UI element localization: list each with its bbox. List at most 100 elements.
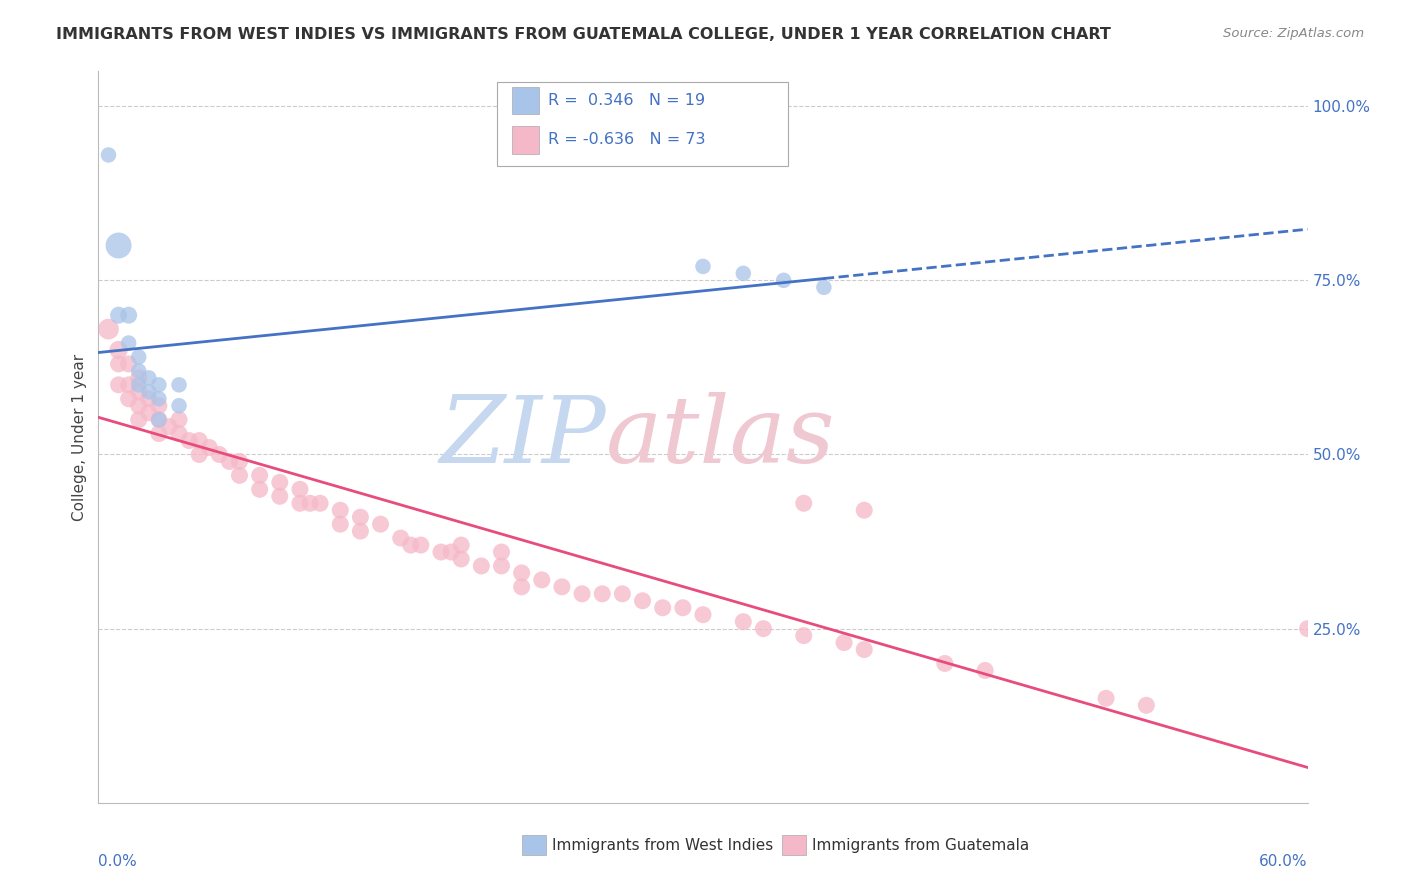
Point [107, 308, 129, 322]
Point [793, 629, 815, 643]
Bar [782, 835, 806, 855]
Point [1296, 622, 1319, 636]
Point [179, 434, 201, 448]
Point [148, 412, 170, 426]
Point [167, 377, 190, 392]
Point [672, 600, 695, 615]
Point [118, 336, 141, 351]
Point [128, 364, 150, 378]
Point [128, 412, 150, 426]
Point [128, 350, 150, 364]
Point [188, 434, 211, 448]
Text: ZIP: ZIP [440, 392, 606, 482]
Point [1135, 698, 1157, 713]
Point [974, 664, 997, 678]
Point [118, 392, 141, 406]
Point [370, 517, 392, 532]
Point [450, 538, 472, 552]
Bar [522, 835, 546, 855]
Point [107, 357, 129, 371]
Point [288, 496, 311, 510]
Point [853, 503, 876, 517]
Point [530, 573, 553, 587]
Point [107, 238, 129, 252]
Point [591, 587, 613, 601]
Point [329, 517, 352, 532]
Point [167, 426, 190, 441]
Point [188, 448, 211, 462]
Point [269, 489, 291, 503]
Point [138, 384, 160, 399]
Point [128, 377, 150, 392]
Point [97, 148, 120, 162]
Point [510, 566, 533, 580]
Point [167, 399, 190, 413]
Point [399, 538, 422, 552]
Point [571, 587, 593, 601]
Point [733, 615, 755, 629]
Text: atlas: atlas [606, 392, 835, 482]
Point [772, 273, 794, 287]
Point [118, 308, 141, 322]
FancyBboxPatch shape [498, 82, 787, 167]
Text: 60.0%: 60.0% [1260, 854, 1308, 869]
Point [440, 545, 463, 559]
Point [148, 399, 170, 413]
Point [138, 371, 160, 385]
Point [491, 545, 513, 559]
Point [612, 587, 634, 601]
Point [157, 419, 180, 434]
Point [752, 622, 775, 636]
Text: Source: ZipAtlas.com: Source: ZipAtlas.com [1223, 27, 1364, 40]
Point [309, 496, 332, 510]
Point [107, 377, 129, 392]
Point [269, 475, 291, 490]
Point [218, 454, 240, 468]
Text: Immigrants from Guatemala: Immigrants from Guatemala [811, 838, 1029, 853]
Point [138, 406, 160, 420]
Point [510, 580, 533, 594]
Point [128, 371, 150, 385]
Point [128, 399, 150, 413]
Point [470, 558, 492, 573]
Text: IMMIGRANTS FROM WEST INDIES VS IMMIGRANTS FROM GUATEMALA COLLEGE, UNDER 1 YEAR C: IMMIGRANTS FROM WEST INDIES VS IMMIGRANT… [56, 27, 1111, 42]
Point [167, 412, 190, 426]
Y-axis label: College, Under 1 year: College, Under 1 year [72, 353, 87, 521]
Point [1095, 691, 1118, 706]
Text: R = -0.636   N = 73: R = -0.636 N = 73 [548, 132, 706, 147]
Point [813, 280, 835, 294]
Text: Immigrants from West Indies: Immigrants from West Indies [551, 838, 773, 853]
Point [389, 531, 412, 545]
Point [349, 510, 371, 524]
Point [97, 322, 120, 336]
Text: R =  0.346   N = 19: R = 0.346 N = 19 [548, 93, 706, 108]
Point [450, 552, 472, 566]
Point [118, 357, 141, 371]
Point [148, 377, 170, 392]
Point [409, 538, 432, 552]
Point [198, 441, 221, 455]
Point [853, 642, 876, 657]
Point [128, 384, 150, 399]
Point [118, 377, 141, 392]
Bar [512, 87, 538, 114]
Point [832, 635, 855, 649]
Point [692, 260, 714, 274]
Point [430, 545, 453, 559]
Point [208, 448, 231, 462]
Text: 0.0%: 0.0% [98, 854, 138, 869]
Point [793, 496, 815, 510]
Point [249, 483, 271, 497]
Point [228, 454, 250, 468]
Point [551, 580, 574, 594]
Point [288, 483, 311, 497]
Point [651, 600, 673, 615]
Point [692, 607, 714, 622]
Point [934, 657, 956, 671]
Point [107, 343, 129, 357]
Point [148, 392, 170, 406]
Point [249, 468, 271, 483]
Point [228, 468, 250, 483]
Point [148, 412, 170, 426]
Point [733, 266, 755, 280]
